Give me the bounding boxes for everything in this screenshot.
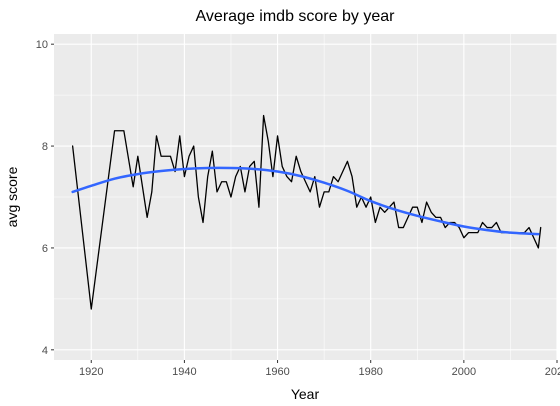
- x-axis-title: Year: [291, 386, 320, 402]
- chart-title: Average imdb score by year: [196, 8, 396, 25]
- y-axis-ticks: 4 6 8 10: [36, 39, 54, 357]
- smoothed-trend-line: [71, 166, 540, 236]
- y-axis-title: avg score: [4, 166, 20, 227]
- series-layer: [71, 114, 542, 310]
- x-tick-label: 1920: [79, 366, 103, 378]
- y-tick-label: 6: [42, 243, 48, 255]
- y-tick-label: 8: [42, 141, 48, 153]
- x-axis-ticks: 1920 1940 1960 1980 2000 2020: [79, 360, 560, 378]
- avg-score-line: [71, 114, 542, 310]
- y-tick-label: 4: [42, 345, 48, 357]
- x-tick-label: 2020: [545, 366, 560, 378]
- x-tick-label: 2000: [452, 366, 476, 378]
- major-gridlines: [54, 34, 558, 360]
- x-tick-label: 1980: [358, 366, 382, 378]
- y-tick-label: 10: [36, 39, 48, 51]
- x-tick-label: 1940: [172, 366, 196, 378]
- x-tick-label: 1960: [265, 366, 289, 378]
